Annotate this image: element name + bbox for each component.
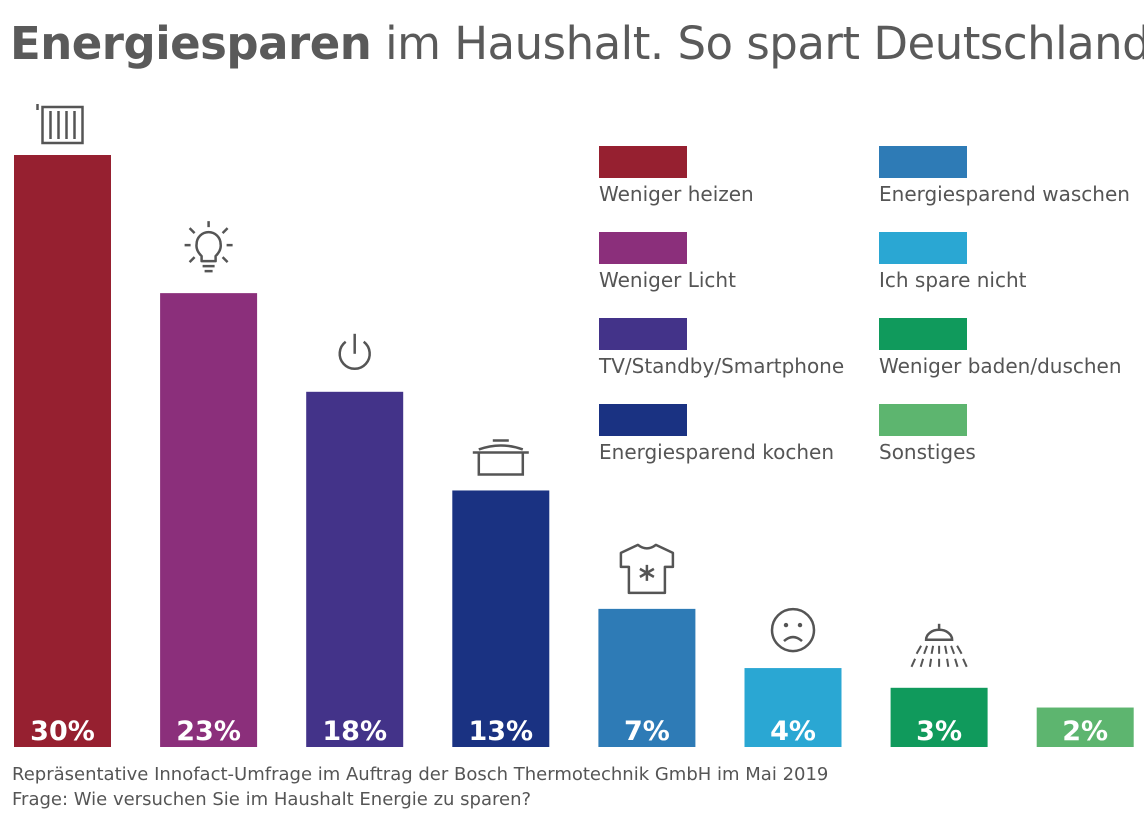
bar-value-label-6: 4% (770, 716, 816, 747)
bar-value-label-2: 23% (176, 716, 241, 747)
legend-swatch (879, 146, 967, 178)
legend-label: Weniger baden/duschen (879, 354, 1122, 378)
bar-value-label-3: 18% (322, 716, 387, 747)
legend-swatch (879, 318, 967, 350)
bar-value-label-5: 7% (624, 716, 670, 747)
survey-question: Frage: Wie versuchen Sie im Haushalt Ene… (12, 789, 532, 810)
legend-swatch (879, 404, 967, 436)
shower-icon (910, 623, 968, 668)
legend-swatch (599, 404, 687, 436)
bar-6 (744, 668, 842, 747)
bar-value-label-4: 13% (468, 716, 533, 747)
chart-title-bold: Energiesparen (10, 17, 372, 70)
bar-value-label-8: 2% (1062, 716, 1108, 747)
legend-label: Energiesparend kochen (599, 440, 834, 464)
radiator-icon (36, 104, 84, 145)
bar-7 (890, 687, 988, 747)
bar-2 (160, 293, 258, 747)
bar-1 (14, 155, 111, 747)
chart-title-rest: im Haushalt. So spart Deutschland! (371, 17, 1144, 70)
shirt-icon (619, 543, 675, 595)
legend-swatch (599, 232, 687, 264)
legend-label: TV/Standby/Smartphone (599, 354, 845, 378)
legend-label: Sonstiges (879, 440, 976, 464)
legend-swatch (599, 146, 687, 178)
cooking-pot-icon (472, 439, 529, 476)
bar-4 (452, 490, 550, 747)
bar-value-label-1: 30% (30, 716, 95, 747)
bar-3 (306, 391, 404, 747)
bar-5 (598, 608, 696, 747)
lightbulb-icon (184, 221, 233, 273)
power-icon (338, 333, 371, 371)
sad-face-icon (770, 607, 816, 653)
legend-swatch (599, 318, 687, 350)
bar-value-label-7: 3% (916, 716, 962, 747)
bar-8 (1036, 707, 1134, 747)
legend-label: Ich spare nicht (879, 268, 1027, 292)
legend-label: Energiesparend waschen (879, 182, 1130, 206)
legend-label: Weniger heizen (599, 182, 754, 206)
legend-swatch (879, 232, 967, 264)
chart-title: Energiesparen im Haushalt. So spart Deut… (10, 14, 1144, 74)
survey-source: Repräsentative Innofact-Umfrage im Auftr… (12, 764, 829, 785)
legend-label: Weniger Licht (599, 268, 736, 292)
